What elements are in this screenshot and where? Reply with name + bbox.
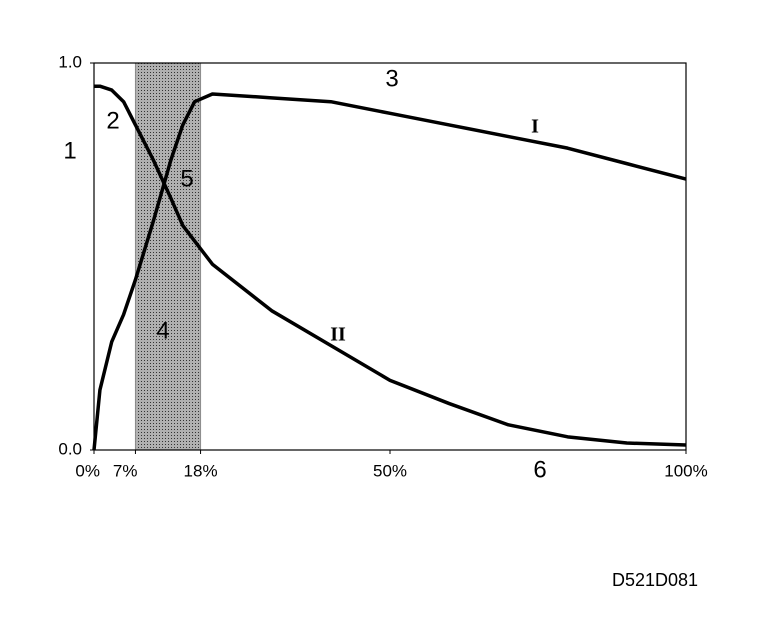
shaded-band xyxy=(134,62,202,451)
x-tick-label: 18% xyxy=(184,461,218,480)
series-label: I xyxy=(531,116,539,138)
curve xyxy=(92,92,687,451)
reference-numeral: 3 xyxy=(385,65,398,92)
curve xyxy=(94,84,687,447)
x-tick-label: 100% xyxy=(664,461,707,480)
x-tick-label: 50% xyxy=(373,461,407,480)
reference-numeral: 4 xyxy=(156,317,169,344)
y-tick-label: 0.0 xyxy=(58,439,82,458)
series-label: II xyxy=(330,324,346,346)
reference-numeral: 2 xyxy=(106,107,119,134)
reference-numeral: 1 xyxy=(63,137,76,164)
x-tick-label: 0% xyxy=(75,461,100,480)
x-tick-label: 7% xyxy=(113,461,138,480)
y-tick-label: 1.0 xyxy=(58,52,82,71)
reference-numeral: 6 xyxy=(533,456,546,483)
reference-numeral: 5 xyxy=(180,165,193,192)
figure-id: D521D081 xyxy=(612,570,698,590)
